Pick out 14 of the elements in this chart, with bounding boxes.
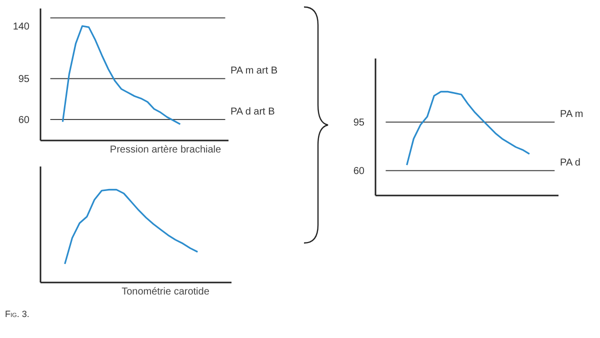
y-tick-label: 140: [12, 22, 30, 33]
ref-line-label: PA m art B: [230, 66, 278, 77]
x-axis-title: Pression artère brachiale: [110, 144, 222, 156]
ref-line-label: PA m: [560, 109, 584, 120]
ref-line-label: PA d art B: [230, 106, 276, 118]
line-series: [62, 25, 181, 125]
ref-line-label: PA d: [560, 158, 580, 169]
line-series: [406, 90, 530, 166]
y-tick-label: 60: [353, 166, 365, 178]
caption: Fig. 3.: [5, 309, 30, 319]
y-tick-label: 95: [18, 74, 30, 86]
y-tick-label: 95: [353, 118, 365, 129]
y-tick-label: 60: [18, 114, 30, 126]
x-axis-title: Tonométrie carotide: [122, 286, 210, 298]
